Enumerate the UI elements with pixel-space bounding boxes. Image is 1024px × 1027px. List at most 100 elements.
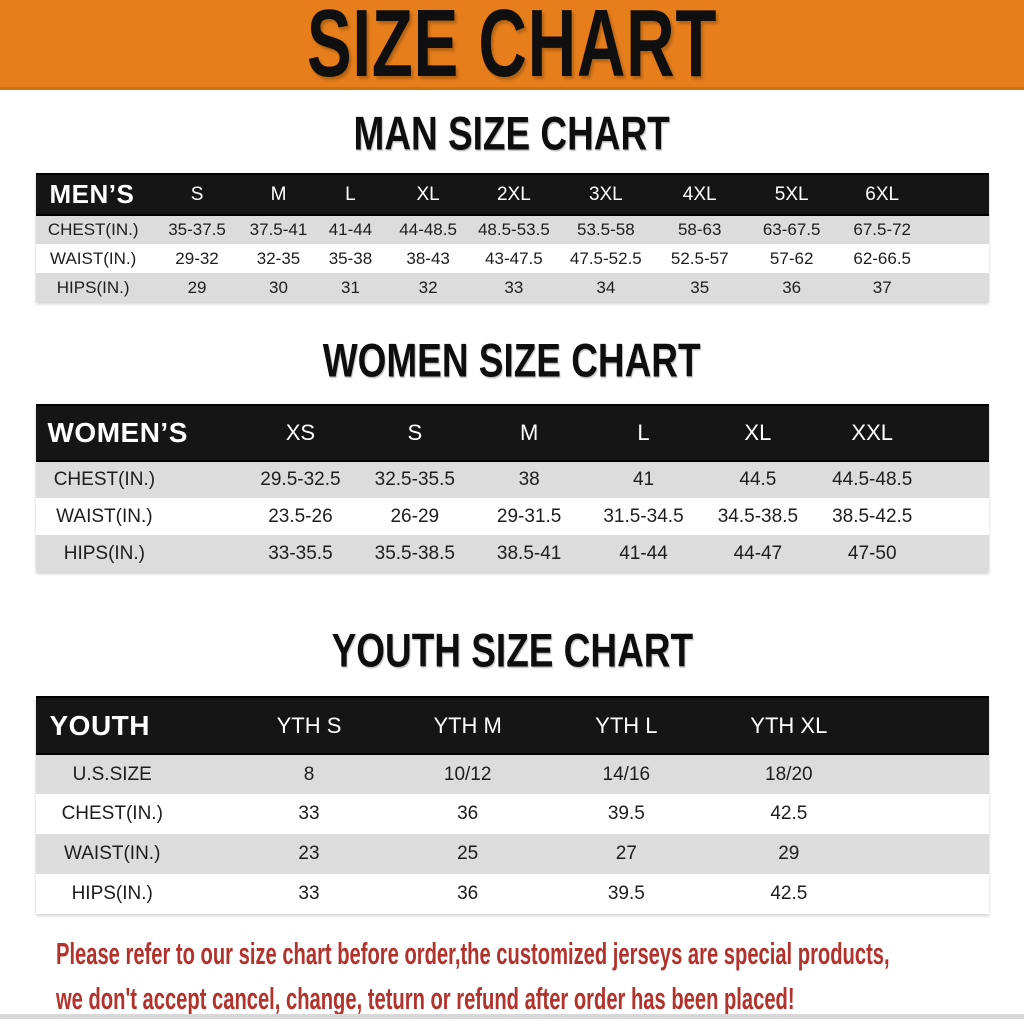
spacer-cell (871, 754, 989, 794)
youth-row-ussize: U.S.SIZE 8 10/12 14/16 18/20 (35, 754, 989, 794)
cell: 38.5-42.5 (815, 498, 930, 535)
youth-row-hips: HIPS(IN.) 33 36 39.5 42.5 (35, 874, 989, 914)
cell: 58-63 (653, 215, 747, 244)
col-header: YTH XL (706, 696, 872, 755)
row-label: CHEST(IN.) (35, 215, 151, 244)
men-row-waist: WAIST(IN.) 29-32 32-35 35-38 38-43 43-47… (35, 244, 989, 273)
women-heading-text: WOMEN SIZE CHART (323, 334, 701, 387)
disclaimer-line-2: we don't accept cancel, change, teturn o… (56, 979, 1024, 1024)
cell: 35-37.5 (150, 215, 244, 244)
youth-table: YOUTH YTH S YTH M YTH L YTH XL U.S.SIZE … (35, 696, 989, 914)
cell: 57-62 (746, 244, 837, 273)
col-header: L (586, 404, 701, 462)
cell: 37 (836, 273, 928, 302)
banner: SIZE CHART (0, 0, 1024, 90)
cell: 33-35.5 (243, 535, 358, 572)
col-header: L (313, 173, 388, 216)
cell: 47.5-52.5 (558, 244, 654, 273)
women-row-chest: CHEST(IN.) 29.5-32.5 32.5-35.5 38 41 44.… (35, 461, 989, 498)
cell: 37.5-41 (243, 215, 314, 244)
men-table: MEN’S S M L XL 2XL 3XL 4XL 5XL 6XL CHEST… (35, 173, 989, 302)
cell: 53.5-58 (558, 215, 654, 244)
spacer-cell (927, 244, 989, 273)
spacer-cell (871, 874, 989, 914)
col-header: 6XL (836, 173, 928, 216)
women-header-row: WOMEN’S XS S M L XL XXL (35, 404, 989, 462)
cell: 52.5-57 (653, 244, 747, 273)
cell: 31 (313, 273, 388, 302)
cell: 44.5-48.5 (815, 461, 930, 498)
cell: 8 (228, 754, 390, 794)
cell: 18/20 (706, 754, 872, 794)
spacer-cell (871, 794, 989, 834)
cell: 36 (389, 874, 547, 914)
cell: 62-66.5 (836, 244, 928, 273)
cell: 32-35 (243, 244, 314, 273)
cell: 47-50 (815, 535, 930, 572)
youth-section: YOUTH SIZE CHART YOUTH YTH S YTH M YTH L… (0, 625, 1024, 914)
cell: 39.5 (546, 874, 707, 914)
banner-title: SIZE CHART (306, 0, 718, 90)
col-header: 3XL (558, 173, 654, 216)
cell: 10/12 (389, 754, 547, 794)
row-label: HIPS(IN.) (35, 273, 151, 302)
cell: 35 (653, 273, 747, 302)
cell: 34 (558, 273, 654, 302)
cell: 34.5-38.5 (700, 498, 816, 535)
youth-row-chest: CHEST(IN.) 33 36 39.5 42.5 (35, 794, 989, 834)
cell: 42.5 (706, 794, 872, 834)
men-section: MAN SIZE CHART MEN’S S M L XL 2XL 3XL 4X… (0, 108, 1024, 302)
men-row-chest: CHEST(IN.) 35-37.5 37.5-41 41-44 44-48.5… (35, 215, 989, 244)
col-header: YTH S (228, 696, 390, 755)
spacer-cell (929, 535, 989, 572)
col-header: YTH M (389, 696, 547, 755)
women-heading: WOMEN SIZE CHART (0, 334, 1024, 387)
cell: 38.5-41 (471, 535, 587, 572)
row-label: WAIST(IN.) (35, 244, 151, 273)
col-header: XS (243, 404, 358, 462)
cell: 32.5-35.5 (357, 461, 472, 498)
cell: 23.5-26 (243, 498, 358, 535)
youth-row-waist: WAIST(IN.) 23 25 27 29 (35, 834, 989, 874)
col-header: 5XL (746, 173, 837, 216)
men-group-label: MEN’S (35, 173, 151, 216)
disclaimer-text-2: we don't accept cancel, change, teturn o… (56, 982, 795, 1017)
cell: 30 (243, 273, 314, 302)
cell: 44-48.5 (387, 215, 470, 244)
women-row-waist: WAIST(IN.) 23.5-26 26-29 29-31.5 31.5-34… (35, 498, 989, 535)
cell: 29-31.5 (471, 498, 587, 535)
spacer-cell (929, 404, 989, 462)
spacer-cell (927, 173, 989, 216)
cell: 23 (228, 834, 390, 874)
spacer-cell (927, 215, 989, 244)
women-table: WOMEN’S XS S M L XL XXL CHEST(IN.) 29.5-… (35, 404, 989, 572)
spacer-cell (871, 834, 989, 874)
cell: 41-44 (586, 535, 701, 572)
col-header: M (471, 404, 587, 462)
row-label: CHEST(IN.) (35, 794, 229, 834)
row-label: U.S.SIZE (35, 754, 229, 794)
cell: 38-43 (387, 244, 470, 273)
cell: 41-44 (313, 215, 388, 244)
spacer-cell (871, 696, 989, 755)
col-header: YTH L (546, 696, 707, 755)
cell: 41 (586, 461, 701, 498)
cell: 32 (387, 273, 470, 302)
row-label: HIPS(IN.) (35, 874, 229, 914)
men-header-row: MEN’S S M L XL 2XL 3XL 4XL 5XL 6XL (35, 173, 989, 216)
disclaimer-text-1: Please refer to our size chart before or… (56, 937, 890, 972)
cell: 26-29 (357, 498, 472, 535)
youth-group-label: YOUTH (35, 696, 229, 755)
cell: 33 (469, 273, 559, 302)
col-header: XL (700, 404, 816, 462)
cell: 44.5 (700, 461, 816, 498)
cell: 33 (228, 794, 390, 834)
col-header: XXL (815, 404, 930, 462)
cell: 29 (706, 834, 872, 874)
row-label: HIPS(IN.) (35, 535, 244, 572)
row-label: CHEST(IN.) (35, 461, 244, 498)
cell: 35-38 (313, 244, 388, 273)
men-row-hips: HIPS(IN.) 29 30 31 32 33 34 35 36 37 (35, 273, 989, 302)
youth-heading: YOUTH SIZE CHART (0, 625, 1024, 677)
